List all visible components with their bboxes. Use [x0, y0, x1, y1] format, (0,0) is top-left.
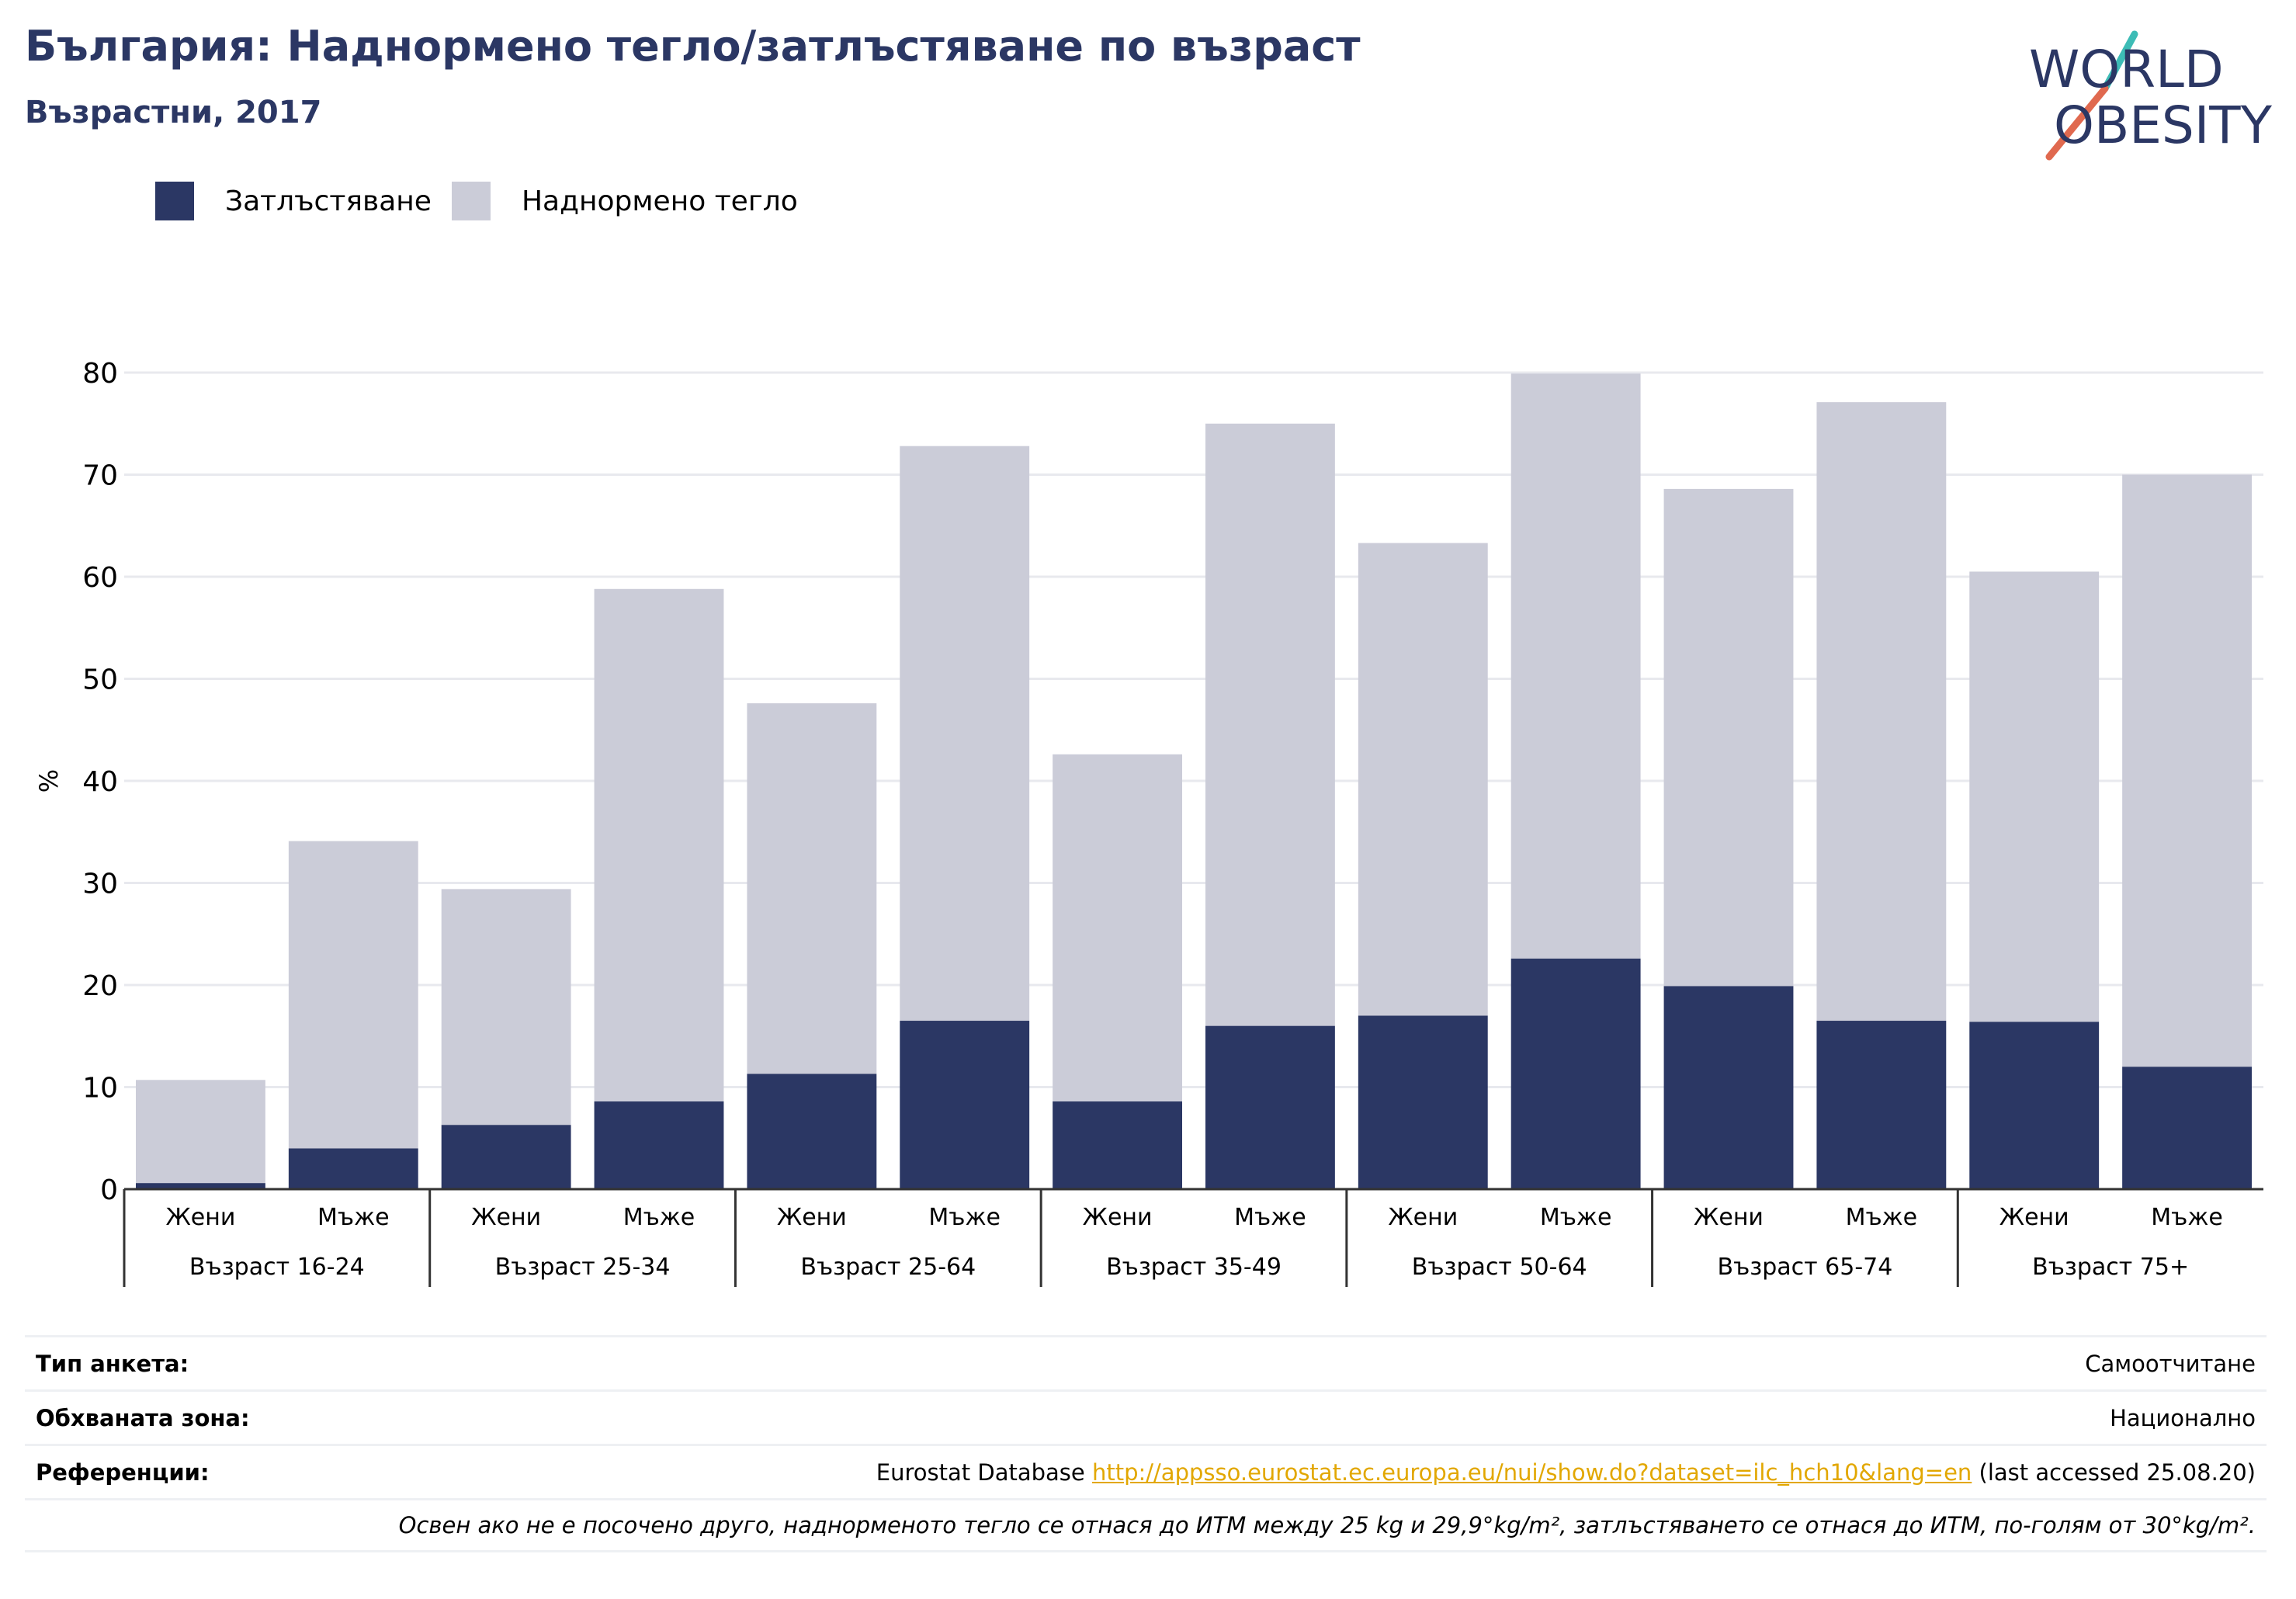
bar-obesity	[2122, 1067, 2252, 1189]
y-axis-title: %	[34, 769, 64, 793]
legend-label-obesity: Затлъстяване	[225, 185, 432, 217]
bar-overweight	[136, 1080, 265, 1184]
bar-obesity	[1663, 986, 1794, 1189]
footer-row-note: Освен ако не е посочено друго, наднормен…	[25, 1498, 2267, 1552]
world-obesity-logo: WORLD OBESITY	[2029, 30, 2273, 161]
survey-type-value: Самоотчитане	[2085, 1350, 2256, 1377]
stacked-bar-chart: 0 10 20 30 40 50 60 70 80% Жени Мъже Възраст 16-24 Ж…	[34, 358, 2263, 1287]
x-category-label: Мъже	[2151, 1204, 2223, 1231]
bar-obesity	[747, 1074, 877, 1189]
x-category-label: Мъже	[1540, 1204, 1612, 1231]
x-group-label: Възраст 50-64	[1412, 1254, 1587, 1281]
survey-type-label: Тип анкета:	[36, 1350, 189, 1377]
legend-swatch-overweight	[451, 182, 491, 220]
references-prefix: Eurostat Database	[876, 1459, 1085, 1486]
bar-overweight	[1663, 488, 1794, 987]
references-label: Референции:	[36, 1459, 210, 1486]
x-category-label: Мъже	[928, 1204, 1001, 1231]
x-group-label: Възраст 75+	[2032, 1254, 2189, 1281]
x-group-label: Възраст 16-24	[189, 1254, 365, 1281]
bar-overweight	[1969, 571, 2100, 1022]
references-link[interactable]: http://appsso.eurostat.ec.europa.eu/nui/…	[1091, 1459, 1972, 1486]
x-group-label: Възраст 25-64	[800, 1254, 976, 1281]
bar-obesity	[1510, 958, 1641, 1189]
y-tick-label: 70	[82, 460, 118, 492]
x-category-label: Жени	[1388, 1204, 1458, 1231]
y-tick-label: 10	[82, 1073, 118, 1105]
bar-obesity	[1205, 1025, 1335, 1189]
x-group-label: Възраст 25-34	[495, 1254, 671, 1281]
bar-obesity	[1053, 1101, 1182, 1189]
legend-swatch-obesity	[155, 182, 194, 220]
logo-slash-top	[2101, 30, 2138, 92]
x-category-label: Мъже	[317, 1204, 390, 1231]
logo-slash-bottom	[2045, 85, 2109, 161]
bar-overweight	[288, 841, 418, 1149]
y-tick-label: 30	[82, 869, 118, 900]
references-suffix: (last accessed 25.08.20)	[1979, 1459, 2256, 1486]
x-group-label: Възраст 35-49	[1106, 1254, 1282, 1281]
footer-row-survey-type: Тип анкета: Самоотчитане	[25, 1335, 2267, 1389]
bar-overweight	[441, 889, 571, 1126]
bar-overweight	[1205, 423, 1335, 1026]
bar-obesity	[441, 1125, 571, 1189]
logo-word-world: WORLD	[2029, 40, 2224, 99]
x-group-label: Възраст 65-74	[1718, 1254, 1893, 1281]
bar-obesity	[1358, 1015, 1488, 1189]
bar-obesity	[136, 1183, 265, 1189]
coverage-value: Национално	[2110, 1404, 2256, 1431]
y-tick-label: 20	[82, 970, 118, 1002]
x-category-label: Жени	[1999, 1204, 2069, 1231]
bar-obesity	[1816, 1021, 1947, 1189]
y-tick-label: 50	[82, 664, 118, 696]
y-tick-label: 0	[100, 1174, 118, 1206]
bar-overweight	[1053, 754, 1182, 1101]
footer-row-references: Референции: Eurostat Database http://app…	[25, 1444, 2267, 1498]
chart-footer: Тип анкета: Самоотчитане Обхваната зона:…	[25, 1335, 2267, 1552]
bar-obesity	[900, 1021, 1030, 1189]
bar-overweight	[1816, 402, 1947, 1021]
chart-subtitle: Възрастни, 2017	[25, 95, 322, 130]
bar-obesity	[1969, 1021, 2100, 1189]
y-tick-label: 80	[82, 358, 118, 390]
bar-overweight	[1510, 373, 1641, 959]
x-category-label: Жени	[471, 1204, 541, 1231]
x-category-label: Жени	[1083, 1204, 1153, 1231]
y-tick-label: 60	[82, 562, 118, 594]
x-category-label: Мъже	[1846, 1204, 1918, 1231]
references-value: Eurostat Database http://appsso.eurostat…	[876, 1459, 2256, 1486]
bar-overweight	[2122, 474, 2252, 1067]
coverage-label: Обхваната зона:	[36, 1404, 250, 1431]
x-category-label: Жени	[1694, 1204, 1764, 1231]
bar-overweight	[594, 588, 724, 1101]
bar-overweight	[747, 703, 877, 1074]
bar-overweight	[900, 446, 1030, 1021]
bar-obesity	[594, 1101, 724, 1189]
chart-title: България: Наднормено тегло/затлъстяване …	[25, 22, 1361, 71]
bar-overweight	[1358, 543, 1488, 1016]
legend-label-overweight: Наднормено тегло	[521, 185, 798, 217]
x-category-label: Мъже	[1234, 1204, 1306, 1231]
x-category-label: Мъже	[623, 1204, 695, 1231]
y-tick-label: 40	[82, 766, 118, 798]
chart-legend: Затлъстяване Наднормено тегло	[155, 182, 818, 220]
x-category-label: Жени	[165, 1204, 235, 1231]
bar-obesity	[288, 1148, 418, 1189]
logo-word-obesity: OBESITY	[2054, 95, 2273, 155]
footer-row-coverage: Обхваната зона: Национално	[25, 1389, 2267, 1444]
x-category-label: Жени	[777, 1204, 847, 1231]
bmi-definition-note: Освен ако не е посочено друго, наднормен…	[398, 1512, 2256, 1538]
